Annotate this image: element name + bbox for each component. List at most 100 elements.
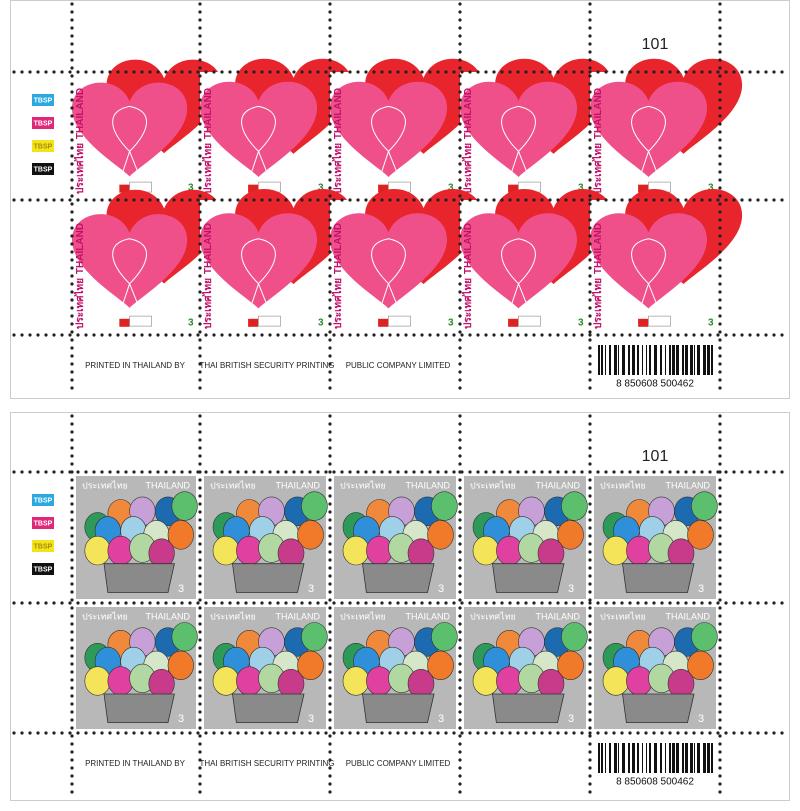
stamp-value: 3	[308, 583, 314, 595]
heart-front	[72, 82, 188, 177]
stamp-country-thai: ประเทศไทย	[591, 278, 604, 329]
truck-box	[258, 315, 281, 327]
barcode-bar	[669, 345, 671, 375]
stamp-country-thai: ประเทศไทย	[82, 480, 128, 490]
truck-cab	[638, 184, 649, 193]
ribbon	[631, 105, 666, 182]
balloon	[342, 666, 370, 696]
balloon	[167, 520, 194, 550]
balloon	[691, 622, 718, 652]
barcode-bar	[672, 743, 675, 773]
stamp-value: 3	[438, 713, 444, 725]
stamp-value: 3	[698, 583, 704, 595]
stamp-value: 3	[308, 713, 314, 725]
barcode-bar	[622, 743, 625, 773]
truck-cab	[119, 318, 130, 327]
balloon	[561, 491, 588, 521]
barcode-bar	[690, 743, 693, 773]
stamp-country-en: THAILAND	[75, 88, 86, 139]
stamp-country-thai: ประเทศไทย	[331, 143, 344, 194]
ribbon	[501, 238, 536, 314]
color-mark-label: TBSP	[34, 566, 53, 573]
barcode-bar	[697, 743, 700, 773]
truck-box	[388, 315, 411, 327]
color-mark-label: TBSP	[34, 120, 53, 127]
sheet-number: 101	[642, 448, 669, 465]
stamp-country-en: THAILAND	[275, 480, 320, 490]
balloon	[301, 622, 328, 652]
stamp-value: 3	[448, 183, 454, 194]
stamp-value: 3	[708, 318, 714, 329]
barcode-bar	[618, 345, 619, 375]
balloon	[602, 535, 630, 566]
stamp-country-en: THAILAND	[535, 611, 580, 621]
stamp-value: 3	[578, 318, 584, 329]
stamp-country-thai: ประเทศไทย	[600, 480, 646, 490]
balloon	[691, 491, 718, 521]
barcode-bar	[711, 345, 713, 375]
balloon	[171, 622, 198, 652]
footer-text: PRINTED IN THAILAND BY	[85, 361, 186, 370]
stamp-country-thai: ประเทศไทย	[470, 611, 516, 621]
barcode-bar	[598, 345, 600, 375]
barcode-bar	[601, 743, 603, 773]
color-mark-label: TBSP	[34, 97, 53, 104]
stamp-sheet: ประเทศไทย THAILAND 3 ประเทศไทย THAILAND 3 ประเ…	[10, 412, 790, 801]
barcode-bar	[685, 743, 688, 773]
balloon	[472, 535, 500, 566]
barcode-bar	[646, 345, 647, 375]
color-mark-label: TBSP	[34, 520, 53, 527]
color-mark	[32, 563, 54, 575]
gift-box	[622, 563, 695, 593]
barcode-bar	[609, 345, 611, 375]
stamp-country-thai: ประเทศไทย	[210, 480, 256, 490]
barcode-bar	[672, 345, 675, 375]
balloon	[431, 491, 458, 521]
gift-box	[103, 563, 175, 593]
color-mark-label: TBSP	[34, 497, 53, 504]
stamp-country: ประเทศไทย THAILAND	[331, 223, 344, 329]
barcode-bar	[682, 743, 684, 773]
barcode-bar	[690, 345, 693, 375]
ribbon	[371, 238, 406, 314]
truck-cab	[248, 184, 259, 193]
balloon	[557, 520, 584, 550]
stamp-country-en: THAILAND	[405, 480, 450, 490]
truck-box	[129, 315, 152, 327]
ribbon	[241, 238, 276, 314]
heart-front	[590, 213, 707, 309]
barcode-bar	[703, 743, 706, 773]
heart-front	[460, 213, 577, 309]
barcode-number: 8 850608 500462	[616, 379, 694, 390]
barcode-bar	[669, 743, 671, 773]
barcode-bar	[605, 743, 606, 773]
gift-box	[492, 563, 565, 593]
barcode-bar	[609, 743, 611, 773]
stamp-country-thai: ประเทศไทย	[210, 611, 256, 621]
footer-text: PUBLIC COMPANY LIMITED	[346, 759, 451, 768]
barcode-bar	[654, 743, 657, 773]
barcode-bar	[694, 345, 695, 375]
stamp-country-thai: ประเทศไทย	[600, 611, 646, 621]
barcode-bar	[646, 743, 647, 773]
heart-front	[460, 81, 577, 177]
stamp-country-thai: ประเทศไทย	[340, 611, 386, 621]
color-mark	[32, 117, 54, 129]
stamp-country-thai: ประเทศไทย	[82, 611, 128, 621]
stamp-country-thai: ประเทศไทย	[73, 278, 86, 329]
truck-cab	[508, 318, 519, 327]
color-mark	[32, 94, 54, 106]
balloon	[297, 650, 324, 681]
gift-box	[492, 693, 565, 723]
stamp-country-en: THAILAND	[75, 223, 86, 274]
balloon	[212, 666, 240, 696]
truck-box	[648, 315, 671, 327]
stamp-value: 3	[568, 713, 574, 725]
barcode-bar	[711, 743, 713, 773]
stamp-country-en: THAILAND	[535, 480, 580, 490]
barcode-bar	[605, 345, 606, 375]
ribbon	[112, 238, 147, 314]
barcode-bar	[703, 345, 706, 375]
color-mark	[32, 163, 54, 175]
stamp-value: 3	[568, 583, 574, 595]
